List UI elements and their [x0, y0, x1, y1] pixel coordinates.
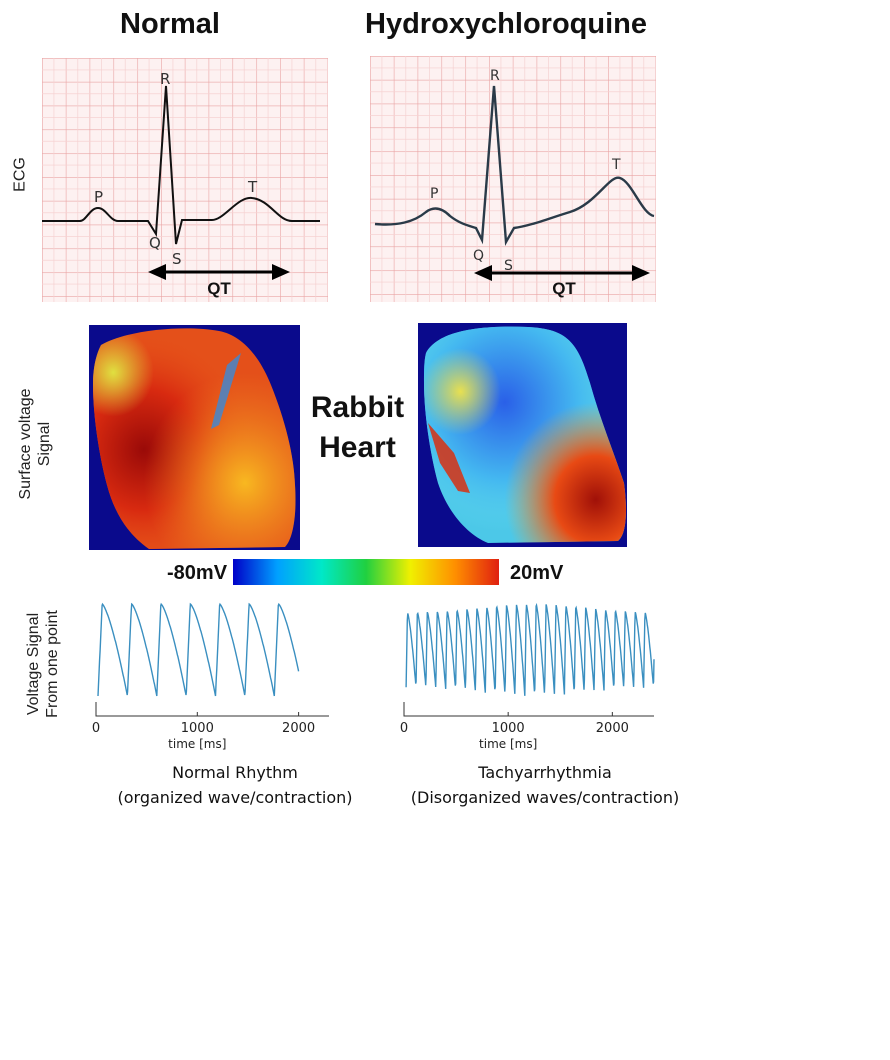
qt-arrow: [474, 265, 650, 281]
qt-arrow: [148, 264, 290, 280]
row-label-voltage-signal: Voltage Signal From one point: [25, 610, 61, 718]
ecg-label-q: Q: [473, 248, 484, 264]
qt-label: QT: [552, 279, 576, 298]
colorbar-min-label: -80mV: [167, 562, 228, 584]
rabbit-heart-label: Rabbit Heart: [310, 391, 405, 464]
x-tick-label: 1000: [181, 721, 214, 736]
ecg-label-t: T: [611, 157, 621, 173]
ecg-label-p: P: [94, 188, 103, 206]
x-axis-label: time [ms]: [168, 737, 226, 751]
colorbar: [233, 559, 499, 585]
ecg-label-r: R: [490, 68, 500, 84]
ecg-trace: [42, 85, 320, 245]
ecg-label-p: P: [430, 186, 438, 202]
x-axis-label: time [ms]: [479, 737, 537, 751]
series-line: [405, 602, 655, 696]
series-line: [97, 602, 300, 697]
x-axis: [403, 702, 654, 717]
ecg-trace: [374, 85, 655, 246]
x-tick-label: 2000: [282, 721, 315, 736]
ecg-label-q: Q: [149, 234, 161, 252]
colorbar-max-label: 20mV: [510, 562, 564, 584]
ecg-hydroxychloroquine-panel: P Q R S T QT: [370, 56, 656, 302]
heart-map-normal: [89, 325, 300, 550]
row-label-ecg: ECG: [11, 157, 29, 192]
title-hydroxychloroquine: Hydroxychloroquine: [365, 8, 647, 40]
ecg-label-s: S: [172, 250, 182, 268]
x-tick-label: 0: [400, 721, 408, 736]
x-tick-label: 0: [92, 721, 100, 736]
ecg-label-r: R: [160, 70, 170, 88]
x-tick-label: 1000: [492, 721, 525, 736]
x-axis: [95, 702, 329, 717]
x-tick-label: 2000: [596, 721, 629, 736]
title-normal: Normal: [120, 8, 220, 40]
ecg-label-s: S: [504, 258, 513, 274]
ecg-label-t: T: [247, 178, 258, 196]
ecg-normal-panel: P Q R S T QT: [42, 58, 328, 302]
caption-tachyarrhythmia: Tachyarrhythmia (Disorganized waves/contr…: [410, 763, 680, 807]
voltage-trace-normal: 0 1000 2000 time [ms]: [92, 602, 329, 751]
row-label-surface-voltage: Surface voltage Signal: [17, 388, 53, 500]
voltage-trace-tachyarrhythmia: 0 1000 2000 time [ms]: [400, 602, 655, 751]
qt-label: QT: [207, 279, 231, 298]
heart-map-hydroxychloroquine: [418, 323, 627, 547]
figure: Normal Hydroxychloroquine ECG Surface vo…: [11, 8, 680, 807]
caption-normal: Normal Rhythm (organized wave/contraction…: [117, 763, 353, 807]
